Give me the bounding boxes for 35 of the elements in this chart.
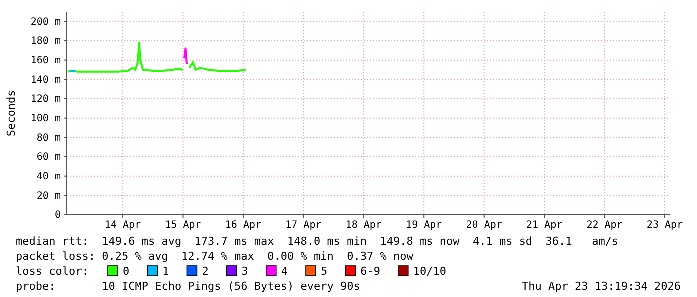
x-tick-label: 18 Apr [346,220,382,232]
text: packet loss: 0.25 % avg 12.74 % max 0.00 % min 0.37 % now [16,250,414,263]
y-tick-label: 0 [54,210,61,222]
y-tick-label: 60 m [36,152,61,164]
y-tick-label: 180 m [30,36,61,48]
legend-label: 10/10 [413,265,447,278]
text: probe: 10 ICMP Echo Pings (56 Bytes) every 90s [16,280,360,293]
legend-title: loss color: [16,265,89,278]
x-tick-label: 17 Apr [286,220,322,232]
x-tick-label: 22 Apr [586,220,623,232]
y-tick-label: 120 m [30,94,61,106]
legend-label: 2 [202,265,209,278]
x-tick-label: 19 Apr [406,220,442,232]
y-tick-label: 100 m [30,114,61,125]
x-tick-label: 23 Apr [646,220,684,232]
x-tick-label: 20 Apr [466,220,502,232]
legend-label: 0 [123,265,130,278]
y-tick-label: 20 m [36,190,61,202]
text: Thu Apr 23 13:19:34 2026 [522,280,681,293]
x-tick-label: 14 Apr [104,220,142,232]
x-tick-label: 15 Apr [165,220,202,232]
legend-label: 6-9 [360,265,380,278]
legend-label: 5 [321,265,328,278]
x-tick-label: 16 Apr [225,220,262,232]
legend-label: 3 [242,265,248,278]
y-tick-label: 200 m [30,16,61,28]
legend-label: 1 [162,265,170,278]
y-tick-label: 80 m [36,132,61,144]
text: median rtt: 149.6 ms avg 173.7 ms max 148.0 ms min 149.8 ms now 4.1 ms sd 36.1 am/s [16,235,619,248]
y-tick-label: 40 m [36,172,61,183]
y-tick-label: 160 m [30,56,61,67]
x-tick-label: 21 Apr [526,220,563,232]
legend-label: 4 [281,265,288,278]
y-axis-title: Seconds [5,90,18,137]
y-tick-label: 140 m [30,74,61,86]
